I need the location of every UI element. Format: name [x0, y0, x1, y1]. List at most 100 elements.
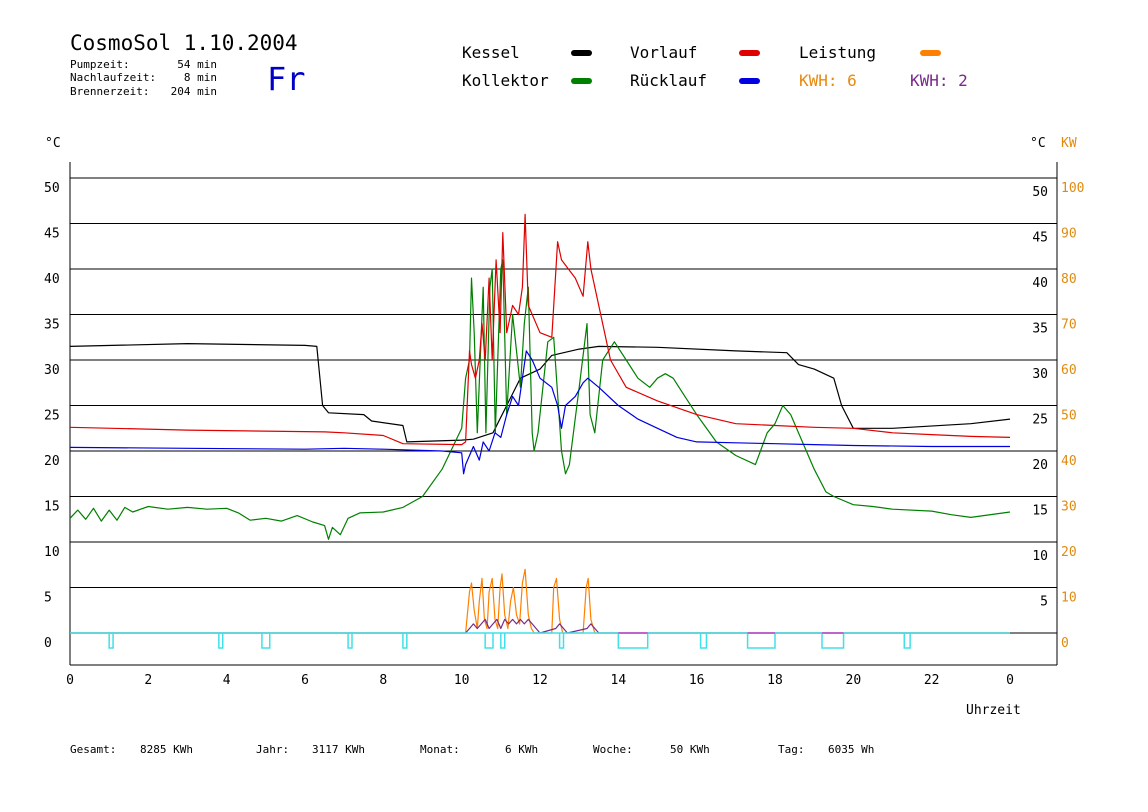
legend-swatch-leistung: [920, 50, 941, 56]
x-tick-11: 22: [924, 673, 940, 688]
y-tick-right-10: 10: [1032, 549, 1048, 564]
y-tick-right-15: 15: [1032, 504, 1048, 519]
legend-label-ruecklauf: Rücklauf: [630, 71, 707, 90]
y-tick-left-30: 30: [44, 363, 60, 378]
y-tick-kw-20: 20: [1061, 545, 1077, 560]
brenner-pulse-9: [699, 633, 708, 649]
legend-label-kollektor: Kollektor: [462, 71, 549, 90]
legend-label-leistung: Leistung: [799, 43, 876, 62]
x-tick-5: 10: [454, 673, 470, 688]
footer-label-woche: Woche:: [593, 743, 633, 756]
footer-value-woche: 50 KWh: [670, 743, 710, 756]
y-tick-left-50: 50: [44, 181, 60, 196]
x-tick-6: 12: [532, 673, 548, 688]
series-line-vorlauf: [69, 213, 1011, 446]
brenner-pulse-10: [746, 633, 776, 649]
series-line-kessel: [69, 343, 1011, 443]
legend-swatch-kollektor: [571, 78, 592, 84]
footer-label-jahr: Jahr:: [256, 743, 289, 756]
y-tick-kw-40: 40: [1061, 454, 1077, 469]
legend-swatch-vorlauf: [739, 50, 760, 56]
y-tick-kw-0: 0: [1061, 636, 1069, 651]
stat-label-brennerzeit: Brennerzeit:: [70, 85, 149, 98]
x-tick-2: 4: [223, 673, 231, 688]
x-tick-4: 8: [379, 673, 387, 688]
footer-value-tag: 6035 Wh: [828, 743, 874, 756]
y-tick-right-40: 40: [1032, 276, 1048, 291]
stat-value-brennerzeit: 204 min: [171, 85, 217, 98]
series-line-ruecklauf: [69, 350, 1010, 475]
x-tick-7: 14: [611, 673, 627, 688]
y-axis-unit-left: °C: [45, 136, 61, 151]
legend-swatch-kessel: [571, 50, 592, 56]
y-tick-left-20: 20: [44, 454, 60, 469]
y-tick-kw-50: 50: [1061, 409, 1077, 424]
y-tick-kw-30: 30: [1061, 500, 1077, 515]
footer-label-tag: Tag:: [778, 743, 805, 756]
stat-label-pumpzeit: Pumpzeit:: [70, 58, 130, 71]
y-tick-left-10: 10: [44, 545, 60, 560]
weekday-label: Fr: [267, 60, 306, 98]
x-axis-label: Uhrzeit: [966, 703, 1021, 718]
y-axis-unit-kw: KW: [1061, 136, 1077, 151]
y-tick-right-35: 35: [1032, 322, 1048, 337]
brenner-pulse-2: [261, 633, 271, 649]
brenner-pulse-0: [108, 633, 114, 649]
brenner-pulse-11: [821, 633, 845, 649]
y-tick-right-25: 25: [1032, 413, 1048, 428]
footer-value-gesamt: 8285 KWh: [140, 743, 193, 756]
x-tick-3: 6: [301, 673, 309, 688]
y-tick-left-5: 5: [44, 591, 52, 606]
brenner-pulse-6: [500, 633, 506, 649]
y-tick-right-50: 50: [1032, 185, 1048, 200]
y-tick-right-45: 45: [1032, 231, 1048, 246]
brenner-pulse-5: [484, 633, 494, 649]
series-line-kollektor: [69, 259, 1011, 540]
brenner-pulse-3: [347, 633, 353, 649]
y-tick-left-25: 25: [44, 409, 60, 424]
y-tick-labels-kw: 0 10 20 30 40 50 60 70 80 90 100: [1061, 181, 1084, 651]
brenner-pulse-4: [402, 633, 408, 649]
y-tick-kw-100: 100: [1061, 181, 1084, 196]
y-tick-labels-right: 5 10 15 20 25 30 35 40 45 50: [1032, 185, 1048, 610]
y-tick-left-0: 0: [44, 636, 52, 651]
x-tick-0: 0: [66, 673, 74, 688]
x-tick-12: 0: [1006, 673, 1014, 688]
legend-swatch-ruecklauf: [739, 78, 760, 84]
footer-stats: Gesamt: 8285 KWh Jahr: 3117 KWh Monat: 6…: [70, 743, 874, 756]
chart-title: CosmoSol 1.10.2004: [70, 31, 298, 55]
series-lines: [69, 213, 1011, 634]
brenner-pulses: [70, 632, 1010, 649]
x-tick-8: 16: [689, 673, 705, 688]
y-tick-labels-left: 0 5 10 15 20 25 30 35 40 45 50: [44, 181, 60, 651]
stat-value-nachlaufzeit: 8 min: [184, 71, 217, 84]
y-tick-right-5: 5: [1040, 595, 1048, 610]
kwh-label-2: KWH: 2: [910, 71, 968, 90]
y-tick-left-35: 35: [44, 318, 60, 333]
y-tick-kw-10: 10: [1061, 591, 1077, 606]
kwh-label-1: KWH: 6: [799, 71, 857, 90]
y-tick-kw-90: 90: [1061, 227, 1077, 242]
y-tick-kw-80: 80: [1061, 272, 1077, 287]
stat-value-pumpzeit: 54 min: [177, 58, 217, 71]
legend-label-kessel: Kessel: [462, 43, 520, 62]
x-tick-labels: 0 2 4 6 8 10 12 14 16 18 20 22 0: [66, 673, 1014, 688]
y-tick-left-45: 45: [44, 227, 60, 242]
y-tick-kw-60: 60: [1061, 363, 1077, 378]
brenner-pulse-8: [617, 633, 649, 649]
brenner-pulse-12: [903, 633, 911, 649]
x-tick-9: 18: [767, 673, 783, 688]
y-tick-right-30: 30: [1032, 367, 1048, 382]
y-axis-unit-right: °C: [1030, 136, 1046, 151]
y-tick-kw-70: 70: [1061, 318, 1077, 333]
stat-label-nachlaufzeit: Nachlaufzeit:: [70, 71, 156, 84]
footer-label-monat: Monat:: [420, 743, 460, 756]
legend-label-vorlauf: Vorlauf: [630, 43, 697, 62]
gridlines: [70, 177, 1057, 634]
y-tick-right-20: 20: [1032, 458, 1048, 473]
y-tick-left-40: 40: [44, 272, 60, 287]
x-tick-1: 2: [144, 673, 152, 688]
series-line-leistung: [70, 568, 1010, 634]
x-tick-10: 20: [846, 673, 862, 688]
